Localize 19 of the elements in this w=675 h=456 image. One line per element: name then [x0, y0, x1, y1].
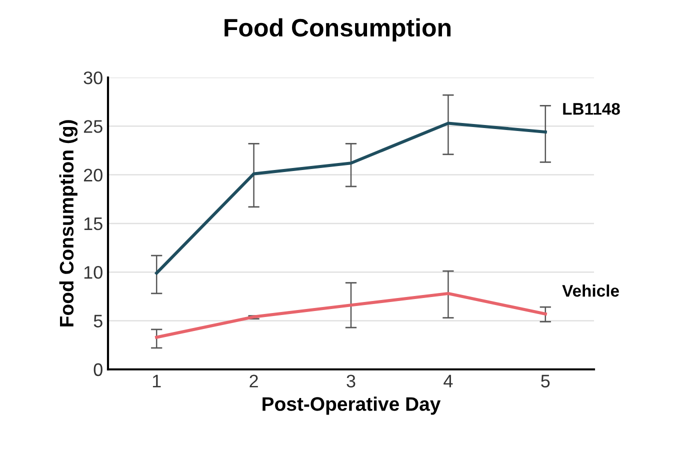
series-label: LB1148 — [563, 103, 620, 115]
x-tick-label: 1 — [152, 374, 161, 388]
x-tick-label: 3 — [346, 374, 356, 388]
chart-title: Food Consumption — [224, 18, 451, 42]
y-tick-label: 25 — [84, 120, 102, 133]
x-tick-label: 2 — [250, 374, 258, 388]
y-axis-title: Food Consumption (g) — [59, 120, 78, 326]
line-series — [155, 292, 547, 339]
x-tick-label: 4 — [444, 374, 453, 388]
x-tick-label: 5 — [541, 374, 550, 388]
y-tick-label: 20 — [84, 168, 102, 182]
x-axis-title: Post-Operative Day — [262, 396, 441, 415]
y-tick-label: 15 — [84, 218, 102, 230]
y-tick-label: 10 — [84, 266, 102, 279]
y-tick-label: 5 — [94, 314, 102, 328]
y-tick-label: 0 — [94, 363, 102, 376]
y-tick-label: 30 — [84, 71, 102, 84]
series-label: Vehicle — [562, 284, 619, 297]
line-series — [155, 122, 547, 275]
